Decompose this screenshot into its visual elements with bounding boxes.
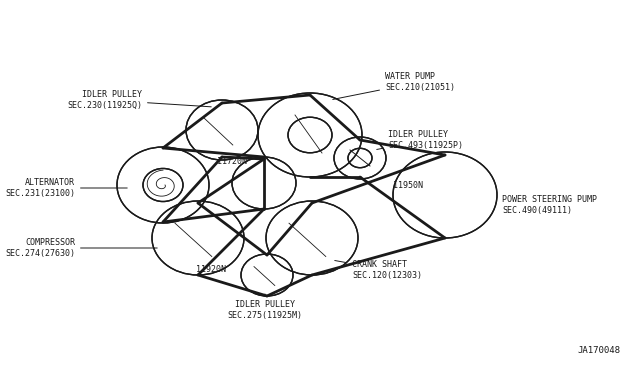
Text: WATER PUMP
SEC.210(21051): WATER PUMP SEC.210(21051) <box>333 72 455 99</box>
Text: IDLER PULLEY
SEC.275(11925M): IDLER PULLEY SEC.275(11925M) <box>227 294 303 320</box>
Text: CRANK SHAFT
SEC.120(12303): CRANK SHAFT SEC.120(12303) <box>335 260 422 280</box>
Text: JA170048: JA170048 <box>577 346 620 355</box>
Text: 11950N: 11950N <box>393 180 423 189</box>
Text: IDLER PULLEY
SEC.493(11925P): IDLER PULLEY SEC.493(11925P) <box>377 130 463 150</box>
Text: IDLER PULLEY
SEC.230(11925Q): IDLER PULLEY SEC.230(11925Q) <box>67 90 211 110</box>
Text: COMPRESSOR
SEC.274(27630): COMPRESSOR SEC.274(27630) <box>5 238 157 258</box>
Text: 11920N: 11920N <box>196 266 226 275</box>
Text: 11720N: 11720N <box>217 157 247 166</box>
Text: ALTERNATOR
SEC.231(23100): ALTERNATOR SEC.231(23100) <box>5 178 127 198</box>
Text: POWER STEERING PUMP
SEC.490(49111): POWER STEERING PUMP SEC.490(49111) <box>502 195 597 215</box>
